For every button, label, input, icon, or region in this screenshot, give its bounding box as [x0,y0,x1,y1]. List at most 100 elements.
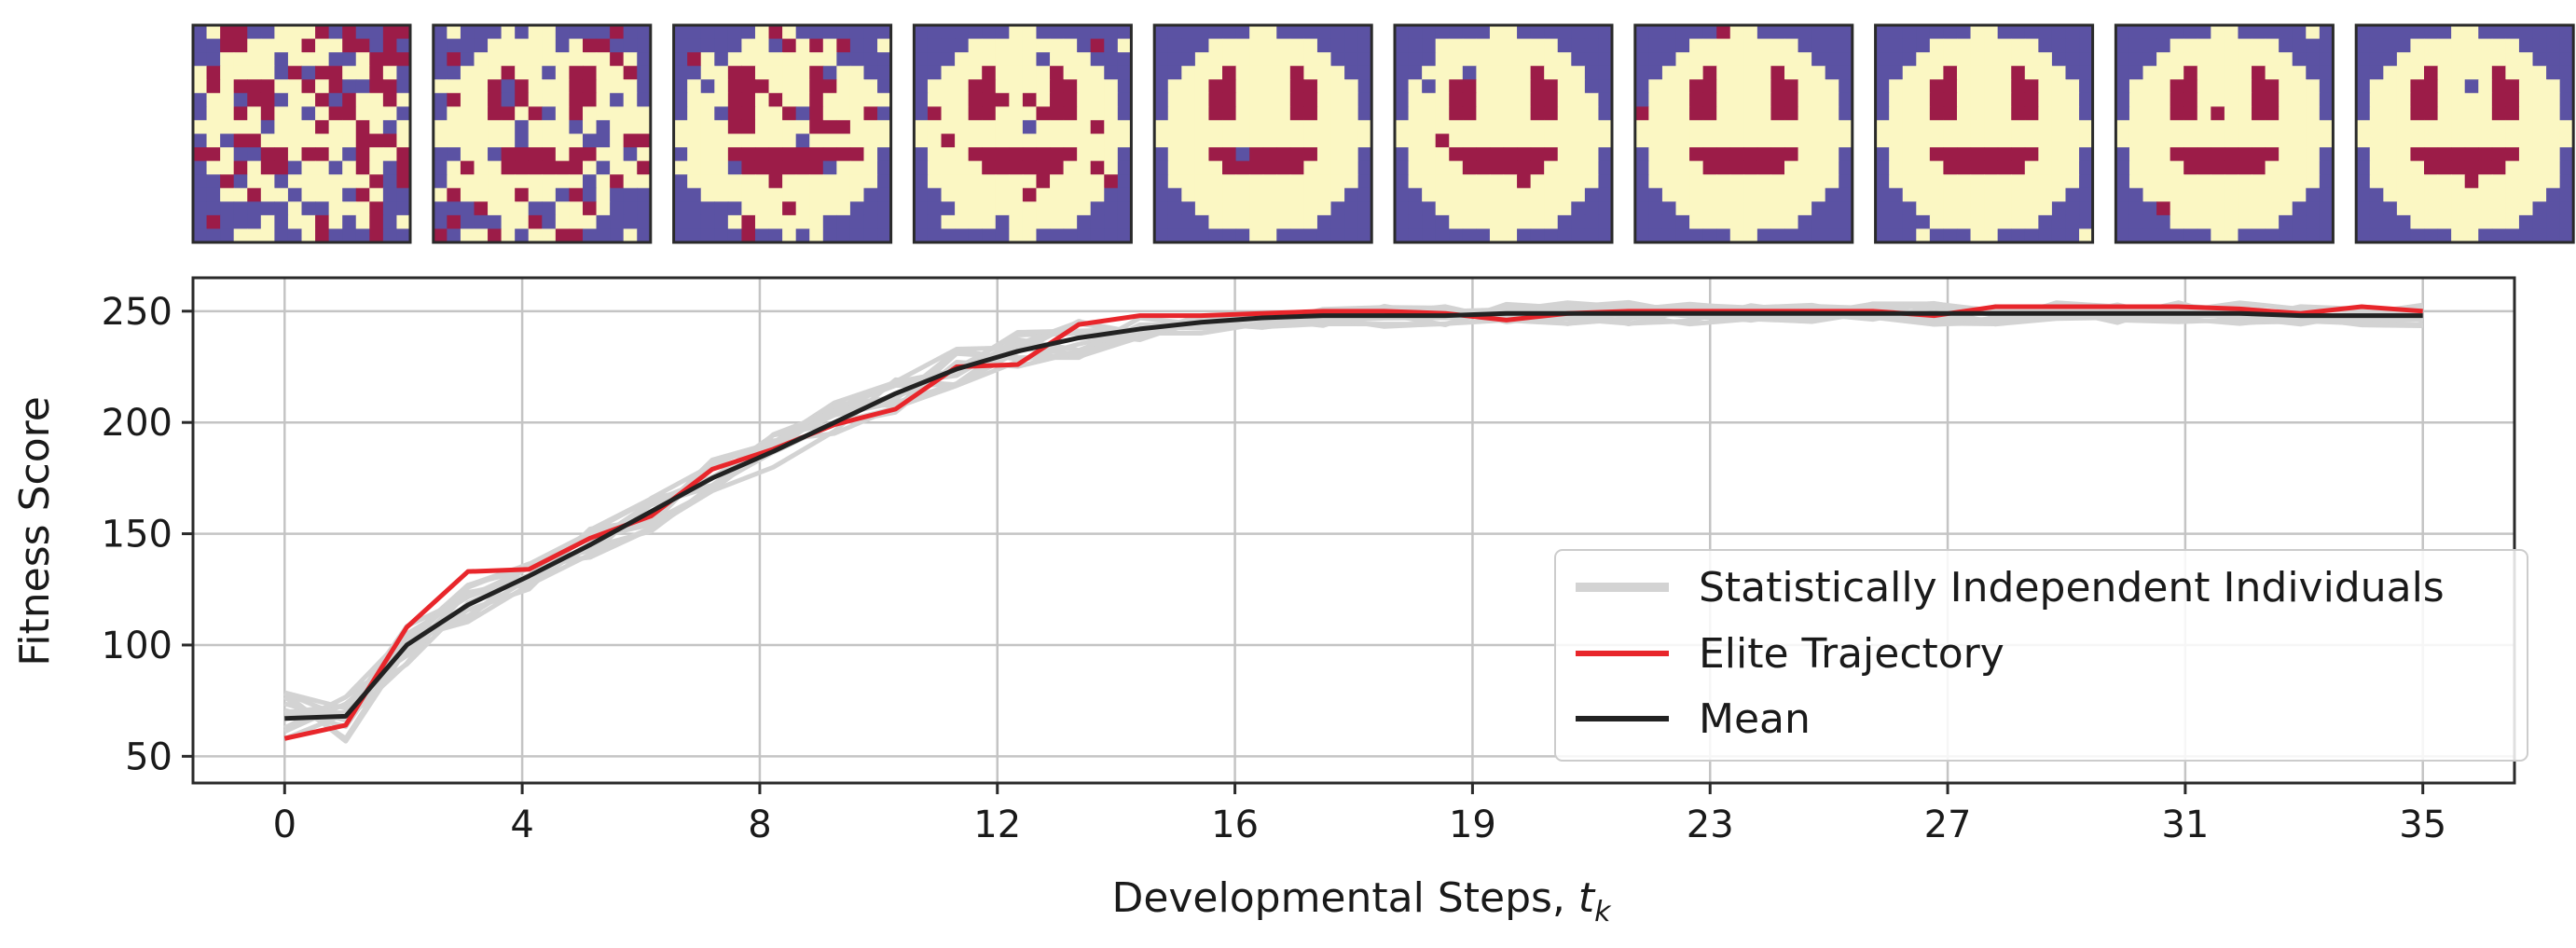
pattern-pixel [1104,65,1119,80]
pattern-pixel [1262,25,1277,40]
pattern-pixel [1902,119,1917,135]
pattern-pixel [447,106,461,121]
pattern-pixel [1395,119,1410,135]
x-tick-label: 12 [973,804,1021,846]
pattern-pixel [982,92,997,107]
pattern-pixel [2410,92,2425,107]
pattern-pixel [809,106,824,121]
pattern-pixel [1222,201,1237,216]
pattern-pixel [610,147,625,162]
pattern-pixel [1634,174,1649,189]
pattern-pixel [1050,214,1065,230]
pattern-pixel [1435,92,1450,107]
pattern-pixel [2183,119,2198,135]
pattern-pixel [836,214,851,230]
pattern-pixel [1395,201,1410,216]
pattern-pixel [836,147,851,162]
pattern-pixel [542,174,557,189]
pattern-pixel [2051,214,2067,230]
pattern-pixel [1716,106,1731,121]
pattern-pixel [1316,187,1332,202]
pattern-pixel [1050,201,1065,216]
pattern-pixel [206,147,221,162]
pattern-pixel [687,228,702,243]
pattern-pixel [1770,201,1785,216]
pattern-pixel [637,106,652,121]
pattern-pixel [1929,52,1945,67]
pattern-pixel [637,187,652,202]
pattern-pixel [610,38,625,53]
pattern-pixel [1530,92,1545,107]
pattern-pixel [1889,106,1904,121]
pattern-pixel [1756,214,1772,230]
pattern-pixel [700,147,715,162]
pattern-pixel [1489,228,1505,243]
pattern-pixel [382,106,398,121]
pattern-pixel [1357,65,1372,80]
pattern-pixel [955,201,970,216]
pattern-pixel [342,52,357,67]
pattern-pixel [1729,228,1744,243]
pattern-pixel [1970,25,1985,40]
pattern-pixel [2319,38,2334,53]
pattern-pixel [1009,187,1024,202]
pattern-pixel [2478,160,2493,175]
pattern-pixel [355,119,370,135]
pattern-pixel [515,214,530,230]
pattern-pixel [1598,201,1613,216]
pattern-pixel [596,106,611,121]
pattern-pixel [1330,106,1345,121]
pattern-pixel [1476,228,1491,243]
pattern-pixel [2518,92,2534,107]
pattern-pixel [287,119,303,135]
pattern-pixel [1970,133,1985,148]
pattern-pixel [2238,160,2252,175]
pattern-pixel [193,38,208,53]
pattern-pixel [369,201,384,216]
pattern-pixel [1036,174,1051,189]
pattern-pixel [927,147,943,162]
pattern-pixel [768,38,783,53]
pattern-pixel [1798,201,1812,216]
pattern-pixel [1798,228,1812,243]
pattern-pixel [1357,228,1372,243]
pattern-pixel [1249,174,1264,189]
pattern-pixel [1729,201,1744,216]
pattern-pixel [596,79,611,94]
pattern-pixel [1276,147,1291,162]
pattern-pixel [515,228,530,243]
pattern-pixel [2518,228,2534,243]
pattern-pixel [1756,52,1772,67]
pattern-pixel [1330,174,1345,189]
pattern-pixel [501,201,516,216]
pattern-pixel [1929,228,1945,243]
pattern-pixel [596,187,611,202]
pattern-pixel [1303,147,1318,162]
pattern-pixel [1798,187,1812,202]
pattern-pixel [1422,214,1437,230]
pattern-pixel [2024,133,2039,148]
pattern-pixel [1956,133,1972,148]
pattern-pixel [741,92,756,107]
pattern-pixel [1544,92,1559,107]
pattern-pixel [1634,147,1649,162]
pattern-pixel [1303,174,1318,189]
pattern-pixel [941,106,956,121]
pattern-pixel [1743,174,1758,189]
pattern-pixel [768,52,783,67]
pattern-pixel [1675,174,1690,189]
pattern-pixel [1634,160,1649,175]
pattern-pixel [1408,65,1423,80]
pattern-pixel [1022,147,1038,162]
pattern-pixel [714,160,729,175]
pattern-pixel [673,52,688,67]
pattern-pixel [955,214,970,230]
pattern-pixel [623,65,638,80]
pattern-pixel [1090,187,1105,202]
pattern-pixel [447,160,461,175]
pattern-pixel [1208,201,1223,216]
pattern-pixel [2437,52,2452,67]
pattern-pixel [1503,52,1518,67]
pattern-pixel [2464,25,2479,40]
pattern-pixel [2478,38,2493,53]
